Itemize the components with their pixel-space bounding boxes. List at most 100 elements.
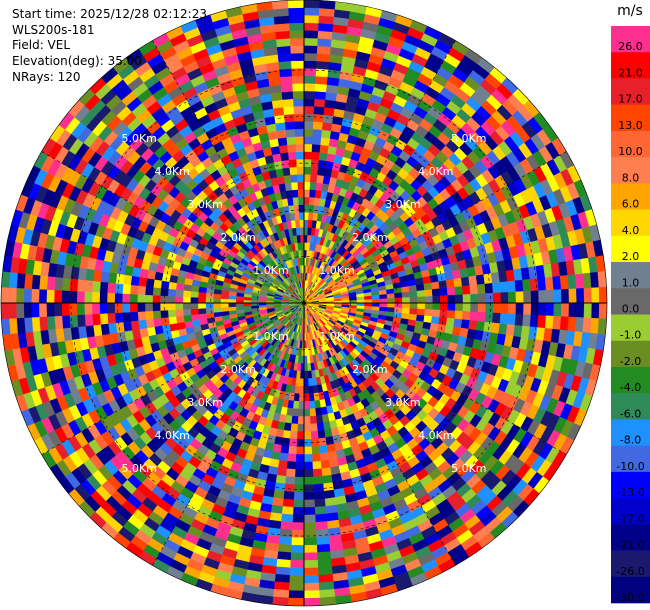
velocity-cell (137, 285, 147, 295)
velocity-cell (299, 370, 305, 380)
velocity-cell (282, 167, 291, 177)
range-ring-label: 3.0Km (385, 396, 420, 409)
velocity-cell (293, 204, 300, 213)
velocity-cell (145, 277, 155, 288)
colorbar-tick-label: -2.0 (620, 355, 641, 368)
velocity-cell (275, 566, 291, 576)
velocity-cell (1, 318, 11, 335)
velocity-cell (205, 312, 215, 319)
velocity-cell (137, 294, 146, 304)
velocity-cell (298, 196, 305, 205)
velocity-cell (220, 306, 229, 312)
velocity-cell (290, 544, 305, 554)
velocity-cell (553, 302, 562, 317)
velocity-cell (303, 401, 310, 410)
velocity-cell (431, 309, 441, 318)
velocity-cell (152, 294, 161, 304)
colorbar-tick-label: -1.0 (620, 329, 641, 342)
velocity-cell (574, 317, 585, 333)
colorbar-tick-label: -30.0 (616, 591, 644, 604)
velocity-cell (99, 292, 108, 304)
velocity-cell (303, 67, 317, 77)
velocity-cell (0, 302, 10, 320)
velocity-cell (289, 166, 298, 176)
colorbar-tick-label: -8.0 (620, 434, 641, 447)
velocity-cell (114, 312, 124, 324)
velocity-cell (364, 295, 373, 301)
velocity-cell (281, 506, 294, 516)
colorbar-tick-label: 13.0 (618, 119, 643, 132)
velocity-cell (309, 408, 317, 417)
velocity-cell (313, 483, 325, 493)
colorbar-tick-label: -10.0 (616, 460, 644, 473)
velocity-cell (1, 271, 11, 288)
velocity-cell (303, 98, 315, 107)
velocity-cell (291, 189, 299, 198)
velocity-cell (122, 320, 133, 332)
velocity-cell (475, 320, 486, 332)
velocity-cell (38, 288, 48, 304)
colorbar: m/s 26.021.017.013.010.08.06.04.02.01.00… (611, 3, 650, 604)
velocity-cell (38, 316, 49, 331)
velocity-cell (468, 320, 478, 331)
velocity-cell (415, 283, 425, 292)
velocity-cell (121, 302, 131, 313)
velocity-cell (408, 284, 418, 293)
velocity-cell (445, 279, 455, 289)
velocity-cell (287, 197, 294, 206)
velocity-cell (469, 284, 479, 295)
velocity-cell (53, 289, 63, 304)
velocity-cell (567, 316, 577, 332)
velocity-cell (76, 302, 85, 316)
velocity-cell (321, 474, 333, 485)
velocity-cell (294, 476, 305, 486)
velocity-cell (499, 281, 509, 293)
velocity-cell (91, 313, 101, 326)
velocity-cell (313, 106, 325, 115)
velocity-cell (286, 136, 296, 146)
velocity-cell (544, 276, 554, 291)
velocity-cell (235, 299, 244, 304)
velocity-cell (278, 144, 289, 154)
velocity-cell (130, 275, 140, 286)
velocity-cell (303, 196, 310, 205)
velocity-cell (312, 136, 322, 146)
velocity-cell (583, 302, 593, 319)
velocity-cell (386, 302, 396, 309)
velocity-cell (76, 314, 86, 328)
velocity-cell (292, 83, 305, 92)
velocity-cell (278, 60, 292, 70)
velocity-cell (303, 30, 319, 39)
velocity-cell (315, 528, 329, 538)
velocity-cell (307, 370, 313, 379)
velocity-cell (409, 302, 418, 310)
velocity-cell (295, 446, 305, 455)
velocity-cell (303, 408, 311, 417)
velocity-cell (439, 287, 448, 297)
range-ring-label: 4.0Km (154, 165, 189, 178)
velocity-cell (287, 0, 305, 9)
velocity-cell (152, 310, 162, 320)
velocity-cell (285, 189, 294, 199)
velocity-cell (322, 114, 334, 124)
velocity-cell (228, 302, 237, 308)
velocity-cell (281, 90, 294, 100)
velocity-cell (283, 483, 295, 493)
velocity-cell (303, 113, 315, 122)
velocity-cell (500, 302, 509, 314)
velocity-cell (461, 285, 471, 295)
velocity-cell (174, 302, 184, 310)
velocity-cell (303, 491, 315, 501)
velocity-cell (197, 307, 207, 315)
velocity-cell (283, 106, 295, 115)
velocity-cell (312, 128, 323, 138)
velocity-cell (306, 363, 312, 372)
colorbar-tick-label: 2.0 (622, 250, 640, 263)
velocity-cell (582, 272, 592, 289)
range-ring-label: 4.0Km (154, 429, 189, 442)
velocity-cell (292, 196, 300, 206)
velocity-cell (16, 317, 26, 334)
velocity-cell (197, 302, 206, 309)
velocity-cell (446, 310, 456, 320)
velocity-cell (283, 174, 292, 184)
